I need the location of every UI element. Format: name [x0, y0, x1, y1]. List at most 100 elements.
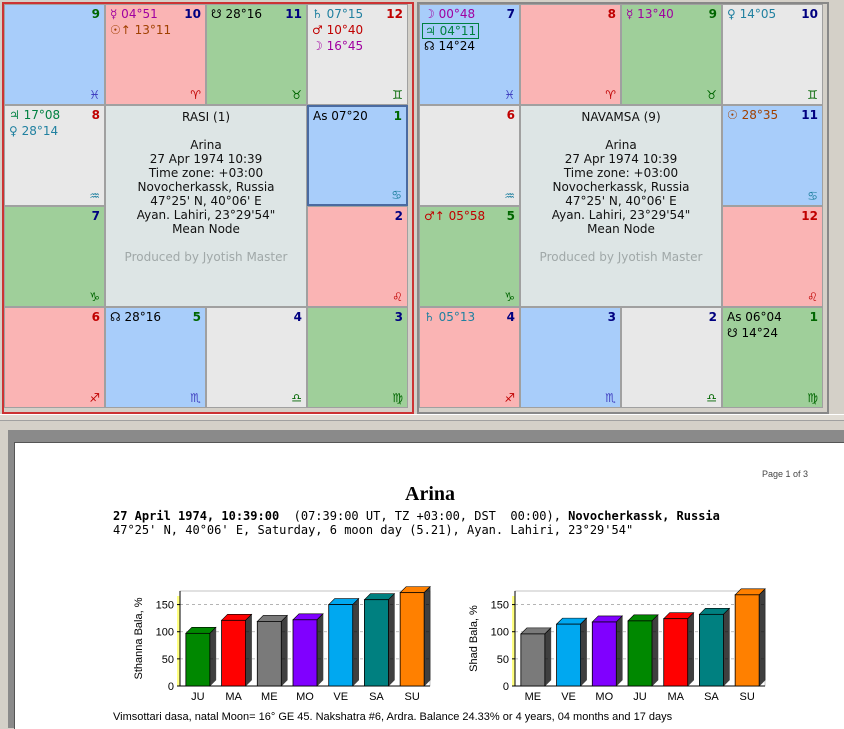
planet-position[interactable]: ♃ 04°11 — [422, 23, 480, 39]
chart-info-line: Arina — [190, 138, 222, 152]
planet-position[interactable]: As 06°04 — [727, 310, 782, 324]
x-tick-label: ME — [525, 691, 542, 703]
axis-highlight — [512, 596, 515, 686]
planet-position[interactable]: ☊ 14°24 — [424, 39, 476, 53]
navamsa-house-cell[interactable]: 11 ♋ ☉ 28°35 — [722, 105, 823, 206]
planet-position[interactable]: ♄ 07°15 — [312, 7, 364, 21]
house-number: 9 — [91, 7, 100, 21]
zodiac-sign-icon: ♒ — [504, 189, 515, 203]
planet-position[interactable]: ☽ 16°45 — [312, 39, 364, 53]
rasi-house-cell[interactable]: 5 ♏ ☊ 28°16 — [105, 307, 206, 408]
bar-side — [580, 617, 587, 687]
house-number: 12 — [386, 7, 403, 21]
bar-side — [723, 607, 730, 687]
navamsa-house-cell[interactable]: 4 ♐ ♄ 05°13 — [419, 307, 520, 408]
bar — [364, 599, 389, 687]
planet-position[interactable]: ☿ 04°51 — [110, 7, 158, 21]
bar-side — [352, 597, 360, 687]
shad-bala-chart: 0 50 100 150 Shad Bala, % ME VE MO JU MA SA SU — [468, 588, 766, 703]
navamsa-house-cell[interactable]: 12 ♌ — [722, 206, 823, 307]
y-tick-label: 100 — [491, 627, 509, 639]
zodiac-sign-icon: ♏ — [605, 391, 616, 405]
navamsa-house-cell[interactable]: 7 ♓ ☽ 00°48 ♃ 04°11 ☊ 14°24 — [419, 4, 520, 105]
x-tick-label: JU — [191, 691, 205, 703]
rasi-house-cell[interactable]: 7 ♑ — [4, 206, 105, 307]
splitter[interactable] — [0, 414, 844, 421]
rasi-house-cell[interactable]: 9 ♓ — [4, 4, 105, 105]
navamsa-house-cell[interactable]: 9 ♉ ☿ 13°40 — [621, 4, 722, 105]
rasi-house-cell[interactable]: 11 ♉ ☋ 28°16 — [206, 4, 307, 105]
navamsa-chart[interactable]: 7 ♓ ☽ 00°48 ♃ 04°11 ☊ 14°24 8 ♈ 9 ♉ ☿ 13°40 10 ♊ ♀ 1… — [417, 2, 829, 414]
rasi-house-cell[interactable]: 6 ♐ — [4, 307, 105, 408]
x-tick-label: SA — [704, 691, 719, 703]
rasi-house-cell[interactable]: 2 ♌ — [307, 206, 408, 307]
planet-position[interactable]: ☽ 00°48 — [424, 7, 476, 21]
house-number: 8 — [607, 7, 616, 21]
x-tick-label: MA — [667, 691, 684, 703]
planet-position[interactable]: ♂ 10°40 — [312, 23, 364, 37]
planet-position[interactable]: ☋ 28°16 — [211, 7, 263, 21]
rasi-chart[interactable]: 9 ♓ 10 ♈ ☿ 04°51 ☉↑ 13°11 11 ♉ ☋ 28°16 12 ♊ ♄ 07°15… — [2, 2, 414, 414]
x-tick-label: MO — [296, 691, 314, 703]
rasi-house-cell[interactable]: 10 ♈ ☿ 04°51 ☉↑ 13°11 — [105, 4, 206, 105]
rasi-house-cell[interactable]: 4 ♎ — [206, 307, 307, 408]
planet-position[interactable]: ☋ 14°24 — [727, 326, 779, 340]
chart-info-line: Ayan. Lahiri, 23°29'54" — [551, 208, 691, 222]
house-number: 10 — [801, 7, 818, 21]
bar — [292, 619, 318, 687]
planet-position[interactable]: ♀ 14°05 — [727, 7, 777, 21]
navamsa-house-cell[interactable]: 6 ♒ — [419, 105, 520, 206]
chart-info-line: 47°25' N, 40°06' E — [150, 194, 262, 208]
document-viewer[interactable]: Page 1 of 3 Arina 27 April 1974, 10:39:0… — [0, 430, 844, 729]
planet-position[interactable]: ☿ 13°40 — [626, 7, 674, 21]
planet-position[interactable]: As 07°20 — [313, 109, 368, 123]
planet-position[interactable]: ♂↑ 05°58 — [424, 209, 486, 223]
house-number: 6 — [506, 108, 515, 122]
zodiac-sign-icon: ♑ — [504, 290, 515, 304]
zodiac-sign-icon: ♌ — [392, 290, 403, 304]
zodiac-sign-icon: ♓ — [89, 88, 100, 102]
planet-position[interactable]: ☉ 28°35 — [727, 108, 779, 122]
navamsa-house-cell[interactable]: 5 ♑ ♂↑ 05°58 — [419, 206, 520, 307]
navamsa-house-cell[interactable]: 8 ♈ — [520, 4, 621, 105]
navamsa-house-cell[interactable]: 2 ♎ — [621, 307, 722, 408]
sthanna-bala-chart: 0 50 100 150 Sthanna Bala, % JU MA ME MO VE SA SU — [133, 585, 431, 703]
chart-info-line: 27 Apr 1974 10:39 — [149, 152, 263, 166]
house-number: 10 — [184, 7, 201, 21]
planet-position[interactable]: ♄ 05°13 — [424, 310, 476, 324]
left-scrollbar[interactable] — [0, 430, 8, 728]
planet-position[interactable]: ☊ 28°16 — [110, 310, 162, 324]
axis-highlight — [177, 596, 180, 686]
bar-side — [316, 613, 324, 687]
zodiac-sign-icon: ♋ — [391, 188, 402, 202]
navamsa-house-cell[interactable]: 10 ♊ ♀ 14°05 — [722, 4, 823, 105]
house-number: 2 — [394, 209, 403, 223]
planet-position[interactable]: ♃ 17°08 — [9, 108, 61, 122]
bar-side — [280, 614, 288, 687]
navamsa-house-cell[interactable]: 1 ♍ As 06°04 ☋ 14°24 — [722, 307, 823, 408]
rasi-house-cell[interactable]: 3 ♍ — [307, 307, 408, 408]
birth-details-line: 27 April 1974, 10:39:00 (07:39:00 UT, TZ… — [113, 509, 720, 523]
bar-side — [388, 592, 395, 687]
y-axis-label: Shad Bala, % — [468, 605, 480, 672]
planet-position[interactable]: ☉↑ 13°11 — [110, 23, 172, 37]
chart-info-line: Arina — [605, 138, 637, 152]
house-number: 12 — [801, 209, 818, 223]
house-number: 4 — [506, 310, 515, 324]
document-page: Page 1 of 3 Arina 27 April 1974, 10:39:0… — [14, 442, 844, 729]
navamsa-house-cell[interactable]: 3 ♏ — [520, 307, 621, 408]
zodiac-sign-icon: ♉ — [291, 88, 302, 102]
rasi-house-cell[interactable]: 12 ♊ ♄ 07°15 ♂ 10°40 ☽ 16°45 — [307, 4, 408, 105]
zodiac-sign-icon: ♉ — [706, 88, 717, 102]
house-number: 11 — [285, 7, 302, 21]
bar — [734, 594, 760, 687]
document-title: Arina — [405, 483, 455, 505]
bar — [699, 613, 724, 687]
planet-position[interactable]: ♀ 28°14 — [9, 124, 59, 138]
bar — [663, 618, 689, 687]
birth-time-detail: (07:39:00 UT, TZ +03:00, DST 00:00), — [279, 509, 569, 523]
y-tick-label: 0 — [503, 681, 509, 693]
rasi-house-cell[interactable]: 1 ♋ As 07°20 — [307, 105, 408, 206]
rasi-house-cell[interactable]: 8 ♒ ♃ 17°08 ♀ 28°14 — [4, 105, 105, 206]
dasa-line: Vimsottari dasa, natal Moon= 16° GE 45. … — [113, 711, 673, 723]
